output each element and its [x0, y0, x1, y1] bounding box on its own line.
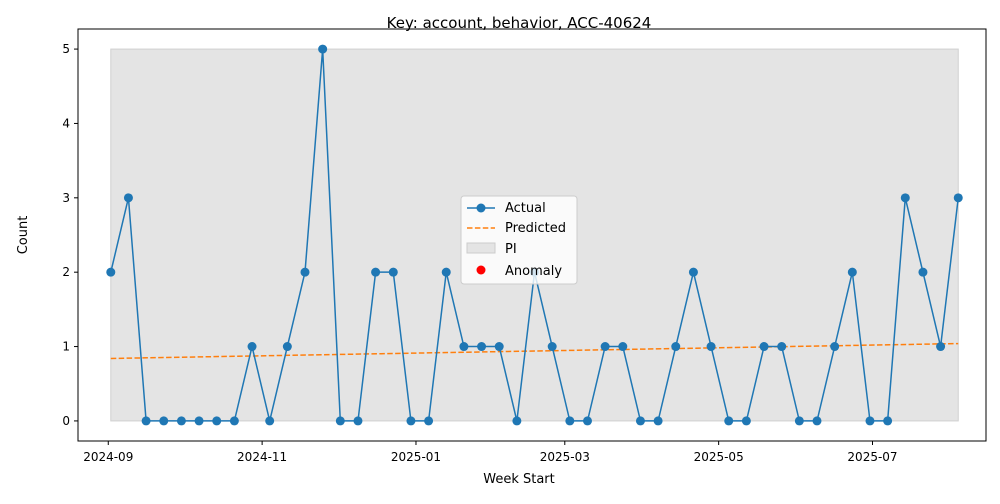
- actual-point: [229, 416, 239, 426]
- legend-label-anomaly: Anomaly: [505, 264, 562, 279]
- actual-point: [724, 416, 734, 426]
- actual-point: [565, 416, 575, 426]
- legend-anomaly-marker: [476, 265, 486, 275]
- predicted-series: [110, 342, 959, 360]
- actual-point: [777, 342, 787, 352]
- legend: Actual Predicted PI Anomaly: [460, 195, 578, 285]
- actual-point: [141, 416, 151, 426]
- actual-point: [265, 416, 275, 426]
- actual-point: [688, 267, 698, 277]
- x-tick-label: 2025-07: [847, 450, 897, 464]
- actual-point: [671, 342, 681, 352]
- actual-point: [794, 416, 804, 426]
- actual-point: [159, 416, 169, 426]
- actual-point: [635, 416, 645, 426]
- actual-point: [477, 342, 487, 352]
- y-tick-label: 5: [62, 42, 70, 56]
- actual-point: [618, 342, 628, 352]
- y-tick-label: 2: [62, 265, 70, 279]
- actual-point: [547, 342, 557, 352]
- x-tick-label: 2025-03: [540, 450, 590, 464]
- actual-point: [353, 416, 363, 426]
- actual-point: [494, 342, 504, 352]
- x-tick-label: 2024-11: [237, 450, 287, 464]
- actual-point: [406, 416, 416, 426]
- actual-point: [883, 416, 893, 426]
- actual-point: [812, 416, 822, 426]
- actual-point: [371, 267, 381, 277]
- y-tick-label: 3: [62, 191, 70, 205]
- actual-point: [318, 44, 328, 54]
- y-tick-label: 1: [62, 340, 70, 354]
- actual-point: [759, 342, 769, 352]
- actual-point: [123, 193, 133, 203]
- legend-label-predicted: Predicted: [505, 221, 566, 236]
- actual-point: [388, 267, 398, 277]
- y-tick-label: 0: [62, 414, 70, 428]
- actual-point: [106, 267, 116, 277]
- actual-point: [900, 193, 910, 203]
- actual-point: [653, 416, 663, 426]
- actual-point: [512, 416, 522, 426]
- actual-point: [194, 416, 204, 426]
- legend-label-pi: PI: [505, 242, 517, 257]
- x-tick-label: 2025-05: [694, 450, 744, 464]
- legend-actual-marker: [476, 203, 486, 213]
- actual-point: [300, 267, 310, 277]
- x-tick-label: 2025-01: [391, 450, 441, 464]
- legend-label-actual: Actual: [505, 201, 546, 216]
- actual-point: [459, 342, 469, 352]
- actual-point: [830, 342, 840, 352]
- actual-series: [106, 44, 963, 426]
- plot-frame: [77, 28, 987, 442]
- actual-point: [424, 416, 434, 426]
- actual-point: [953, 193, 963, 203]
- y-tick-label: 4: [62, 116, 70, 130]
- y-axis-label: Count: [16, 216, 31, 255]
- actual-point: [247, 342, 257, 352]
- actual-point: [936, 342, 946, 352]
- actual-point: [741, 416, 751, 426]
- actual-point: [282, 342, 292, 352]
- predicted-line: [110, 342, 959, 360]
- actual-point: [212, 416, 222, 426]
- actual-point: [582, 416, 592, 426]
- actual-point: [441, 267, 451, 277]
- actual-point: [600, 342, 610, 352]
- actual-point: [918, 267, 928, 277]
- legend-pi-swatch: [466, 242, 496, 254]
- actual-point: [335, 416, 345, 426]
- legend-frame: [460, 195, 578, 285]
- x-axis-label: Week Start: [483, 472, 555, 487]
- actual-point: [706, 342, 716, 352]
- actual-point: [176, 416, 186, 426]
- actual-point: [847, 267, 857, 277]
- y-axis: 0 1 2 3 4 5: [62, 42, 78, 428]
- x-tick-label: 2024-09: [83, 450, 133, 464]
- actual-point: [865, 416, 875, 426]
- chart-title: Key: account, behavior, ACC-40624: [387, 14, 652, 32]
- x-axis: 2024-09 2024-11 2025-01 2025-03 2025-05 2025-…: [83, 441, 898, 464]
